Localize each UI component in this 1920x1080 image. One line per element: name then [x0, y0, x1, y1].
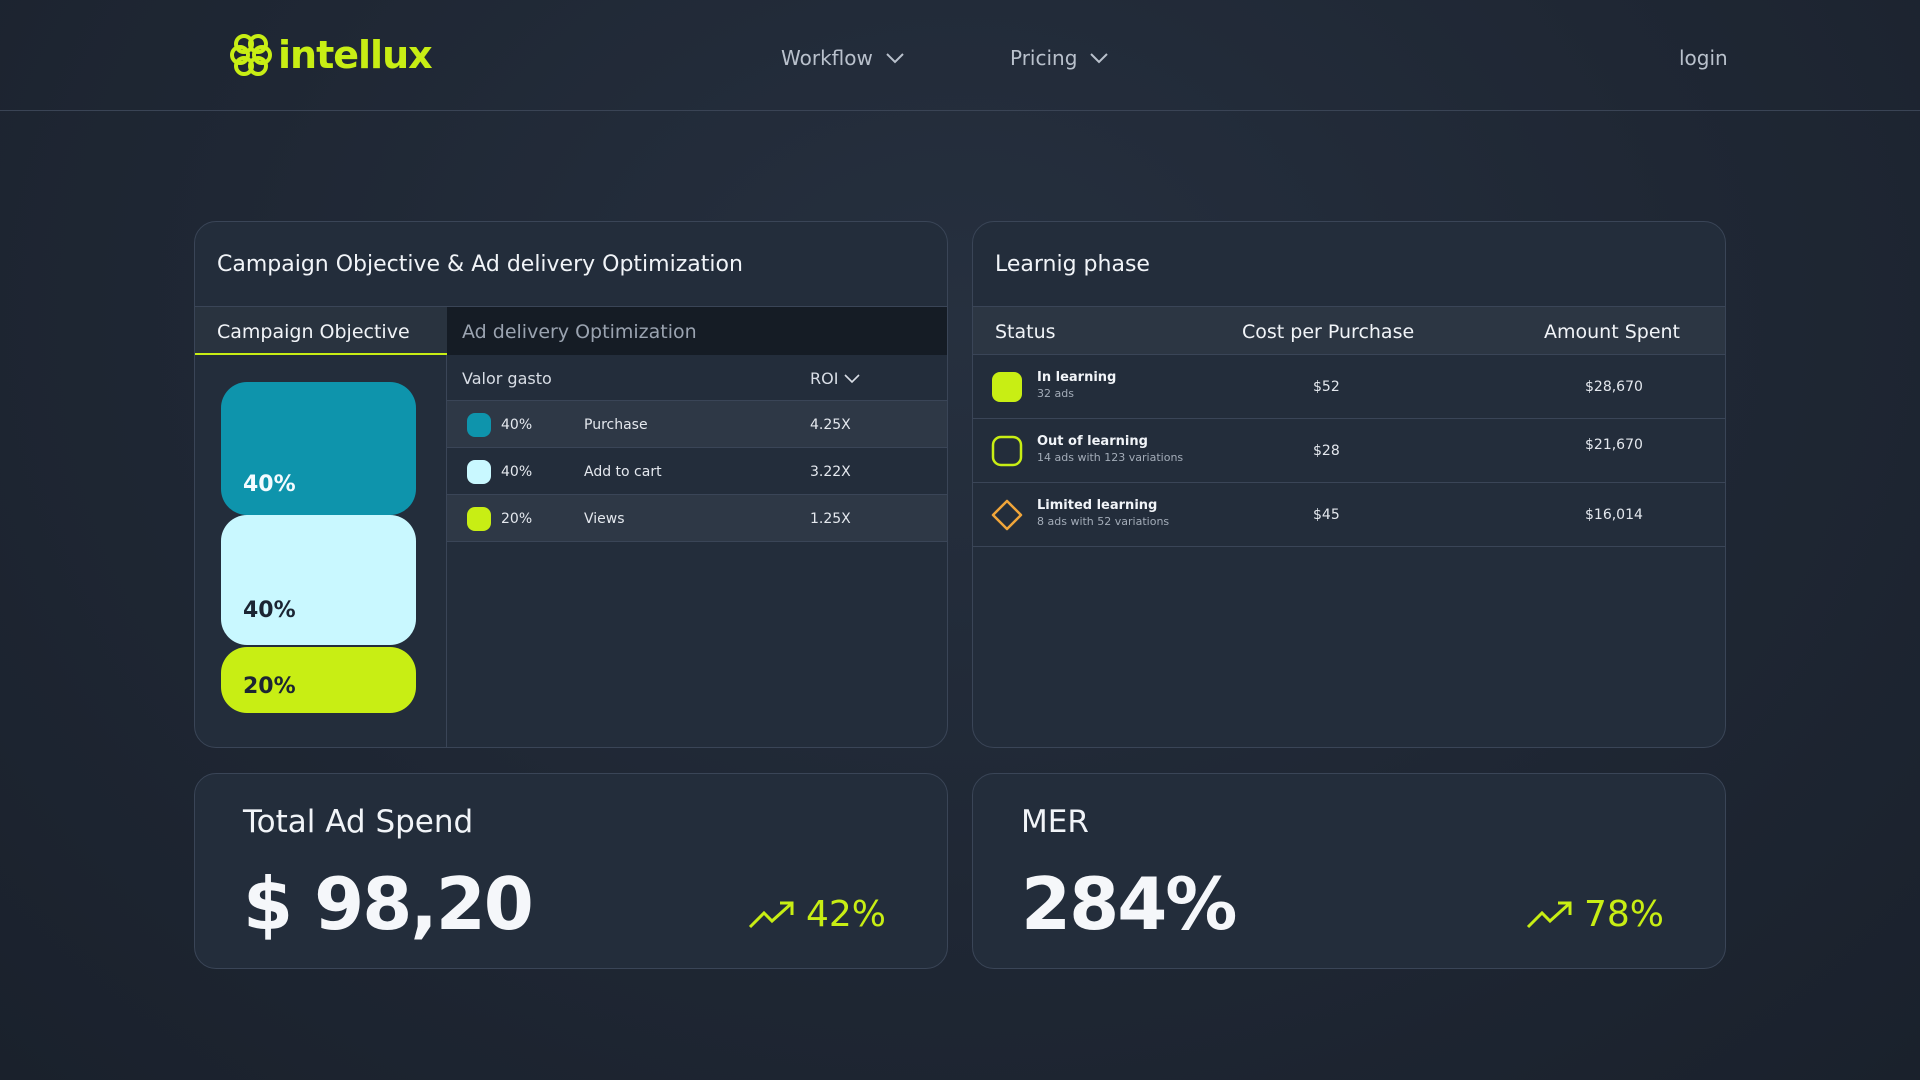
- nav-workflow-label: Workflow: [781, 46, 873, 70]
- nav-pricing-label: Pricing: [1010, 46, 1077, 70]
- metric-change: 42%: [748, 894, 886, 935]
- table-row[interactable]: 40% Purchase 4.25X: [447, 401, 948, 448]
- row-roi: 3.22X: [810, 464, 851, 480]
- row-roi: 1.25X: [810, 511, 851, 527]
- nav-pricing[interactable]: Pricing: [1010, 46, 1109, 70]
- color-swatch-icon: [467, 413, 491, 437]
- color-swatch-icon: [467, 460, 491, 484]
- metric-change: 78%: [1526, 894, 1664, 935]
- row-percent: 40%: [501, 464, 532, 480]
- status-subtitle: 32 ads: [1037, 387, 1074, 400]
- outline-square-icon: [991, 435, 1023, 467]
- table-row[interactable]: 20% Views 1.25X: [447, 495, 948, 542]
- chevron-down-icon: [1089, 52, 1109, 64]
- top-header: intellux Workflow Pricing login: [0, 0, 1920, 111]
- nav-workflow[interactable]: Workflow: [781, 46, 905, 70]
- row-roi: 4.25X: [810, 417, 851, 433]
- trend-up-icon: [748, 899, 796, 931]
- amount-value: $21,670: [1585, 437, 1643, 453]
- metric-value: $ 98,20: [243, 862, 532, 946]
- tab-campaign-objective[interactable]: Campaign Objective: [195, 307, 447, 355]
- table-row[interactable]: In learning 32 ads $52 $28,670: [973, 355, 1725, 419]
- metric-change-value: 42%: [806, 894, 886, 935]
- tab-ad-delivery-optimization[interactable]: Ad delivery Optimization: [447, 307, 948, 355]
- outline-diamond-icon: [991, 499, 1023, 531]
- chevron-down-icon: [844, 374, 860, 384]
- learning-phase-card: Learnig phase Status Cost per Purchase A…: [972, 221, 1726, 748]
- table-row[interactable]: Limited learning 8 ads with 52 variation…: [973, 483, 1725, 547]
- cost-value: $45: [1313, 507, 1340, 523]
- col-roi-label: ROI: [810, 369, 838, 388]
- amount-value: $28,670: [1585, 379, 1643, 395]
- col-cost-per-purchase: Cost per Purchase: [1242, 321, 1414, 343]
- col-status: Status: [995, 321, 1056, 343]
- total-ad-spend-card: Total Ad Spend $ 98,20 42%: [194, 773, 948, 969]
- logo-text: intellux: [278, 33, 432, 77]
- metric-value: 284%: [1021, 862, 1235, 946]
- card-title: Campaign Objective & Ad delivery Optimiz…: [217, 252, 743, 277]
- cost-value: $28: [1313, 443, 1340, 459]
- cost-value: $52: [1313, 379, 1340, 395]
- status-subtitle: 8 ads with 52 variations: [1037, 515, 1169, 528]
- logo-icon: [230, 32, 272, 78]
- metric-title: MER: [1021, 804, 1089, 840]
- row-name: Views: [584, 511, 625, 527]
- mer-card: MER 284% 78%: [972, 773, 1726, 969]
- col-valor-gasto: Valor gasto: [462, 369, 552, 388]
- metric-change-value: 78%: [1584, 894, 1664, 935]
- block-label: 40%: [243, 472, 296, 497]
- trend-up-icon: [1526, 899, 1574, 931]
- chevron-down-icon: [885, 52, 905, 64]
- col-roi-sort[interactable]: ROI: [810, 369, 860, 388]
- col-amount-spent: Amount Spent: [1544, 321, 1680, 343]
- status-title: Limited learning: [1037, 498, 1157, 513]
- status-subtitle: 14 ads with 123 variations: [1037, 451, 1183, 464]
- brand-logo[interactable]: intellux: [230, 32, 432, 78]
- objective-block-views: 20%: [221, 647, 416, 713]
- card-title: Learnig phase: [995, 252, 1150, 277]
- row-name: Purchase: [584, 417, 648, 433]
- color-swatch-icon: [467, 507, 491, 531]
- metric-title: Total Ad Spend: [243, 804, 473, 840]
- table-header: Valor gasto ROI: [447, 355, 948, 401]
- login-link[interactable]: login: [1679, 46, 1728, 70]
- status-title: Out of learning: [1037, 434, 1148, 449]
- table-header: Status Cost per Purchase Amount Spent: [973, 307, 1725, 355]
- row-percent: 20%: [501, 511, 532, 527]
- table-row[interactable]: Out of learning 14 ads with 123 variatio…: [973, 419, 1725, 483]
- amount-value: $16,014: [1585, 507, 1643, 523]
- campaign-objective-card: Campaign Objective & Ad delivery Optimiz…: [194, 221, 948, 748]
- objective-block-purchase: 40%: [221, 382, 416, 515]
- block-label: 40%: [243, 598, 296, 623]
- row-percent: 40%: [501, 417, 532, 433]
- tab-bar: Campaign Objective Ad delivery Optimizat…: [195, 307, 947, 355]
- filled-square-icon: [991, 371, 1023, 403]
- objective-block-add-to-cart: 40%: [221, 515, 416, 645]
- ad-delivery-table: Valor gasto ROI 40% Purchase 4.25X 40% A…: [447, 355, 948, 542]
- status-title: In learning: [1037, 370, 1116, 385]
- row-name: Add to cart: [584, 464, 662, 480]
- block-label: 20%: [243, 674, 296, 699]
- table-row[interactable]: 40% Add to cart 3.22X: [447, 448, 948, 495]
